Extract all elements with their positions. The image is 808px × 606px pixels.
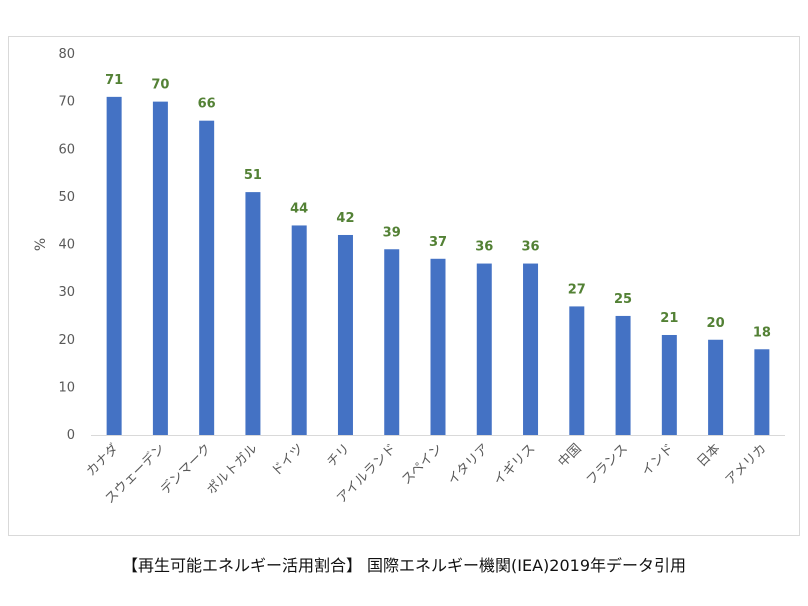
y-tick-label: 60 (58, 142, 75, 157)
chart-frame: 0 10 20 30 40 50 60 70 80% 71 カナダ 70 スウェーデン 66 デンマーク 51… (8, 36, 800, 536)
y-tick-label: 20 (58, 333, 75, 348)
data-label: 51 (244, 168, 262, 183)
y-tick-label: 0 (67, 428, 75, 443)
chart-caption: 【再生可能エネルギー活用割合】 国際エネルギー機関(IEA)2019年データ引用 (121, 556, 687, 575)
data-label: 70 (151, 78, 169, 93)
x-tick-label: イタリア (445, 441, 492, 488)
bar (291, 225, 307, 435)
data-label: 36 (475, 240, 493, 255)
bar (337, 234, 353, 435)
y-axis-label: % (33, 238, 49, 251)
x-tick-label: ポルトガル (204, 441, 261, 498)
bar (476, 263, 492, 435)
data-label: 66 (198, 97, 216, 112)
bar-chart: 01020304050607080%71カナダ70スウェーデン66デンマーク51… (33, 47, 785, 507)
bar (569, 306, 585, 435)
y-tick-label: 30 (58, 285, 75, 300)
bar (708, 339, 724, 435)
data-label: 18 (753, 325, 771, 340)
x-tick-label: フランス (584, 441, 631, 488)
data-label: 37 (429, 235, 447, 250)
bar (152, 101, 168, 435)
x-tick-label: イギリス (491, 441, 538, 488)
bar (661, 334, 677, 435)
data-label: 21 (660, 311, 678, 326)
bar (245, 192, 261, 435)
bar (384, 249, 400, 435)
bar (106, 96, 122, 436)
data-label: 27 (568, 282, 586, 297)
y-tick-label: 50 (58, 190, 75, 205)
x-tick-label: インド (639, 441, 677, 479)
data-label: 71 (105, 73, 123, 88)
bar (430, 258, 446, 435)
bar (615, 315, 631, 435)
data-label: 25 (614, 292, 632, 307)
data-label: 42 (336, 211, 354, 226)
data-label: 36 (521, 240, 539, 255)
y-tick-label: 10 (58, 380, 75, 395)
data-label: 44 (290, 201, 308, 216)
y-tick-label: 40 (58, 238, 75, 253)
x-tick-label: スペイン (399, 441, 446, 488)
bar (523, 263, 539, 435)
x-tick-label: ドイツ (269, 441, 307, 479)
bar (199, 120, 215, 436)
x-tick-label: アメリカ (723, 441, 770, 488)
x-tick-label: チリ (324, 441, 353, 470)
y-tick-label: 80 (58, 47, 75, 62)
x-tick-label: 日本 (694, 441, 723, 470)
x-tick-label: 中国 (556, 441, 585, 470)
y-tick-label: 70 (58, 95, 75, 110)
x-tick-label: カナダ (84, 441, 122, 479)
bar (754, 349, 770, 435)
data-label: 39 (383, 225, 401, 240)
data-label: 20 (707, 316, 725, 331)
